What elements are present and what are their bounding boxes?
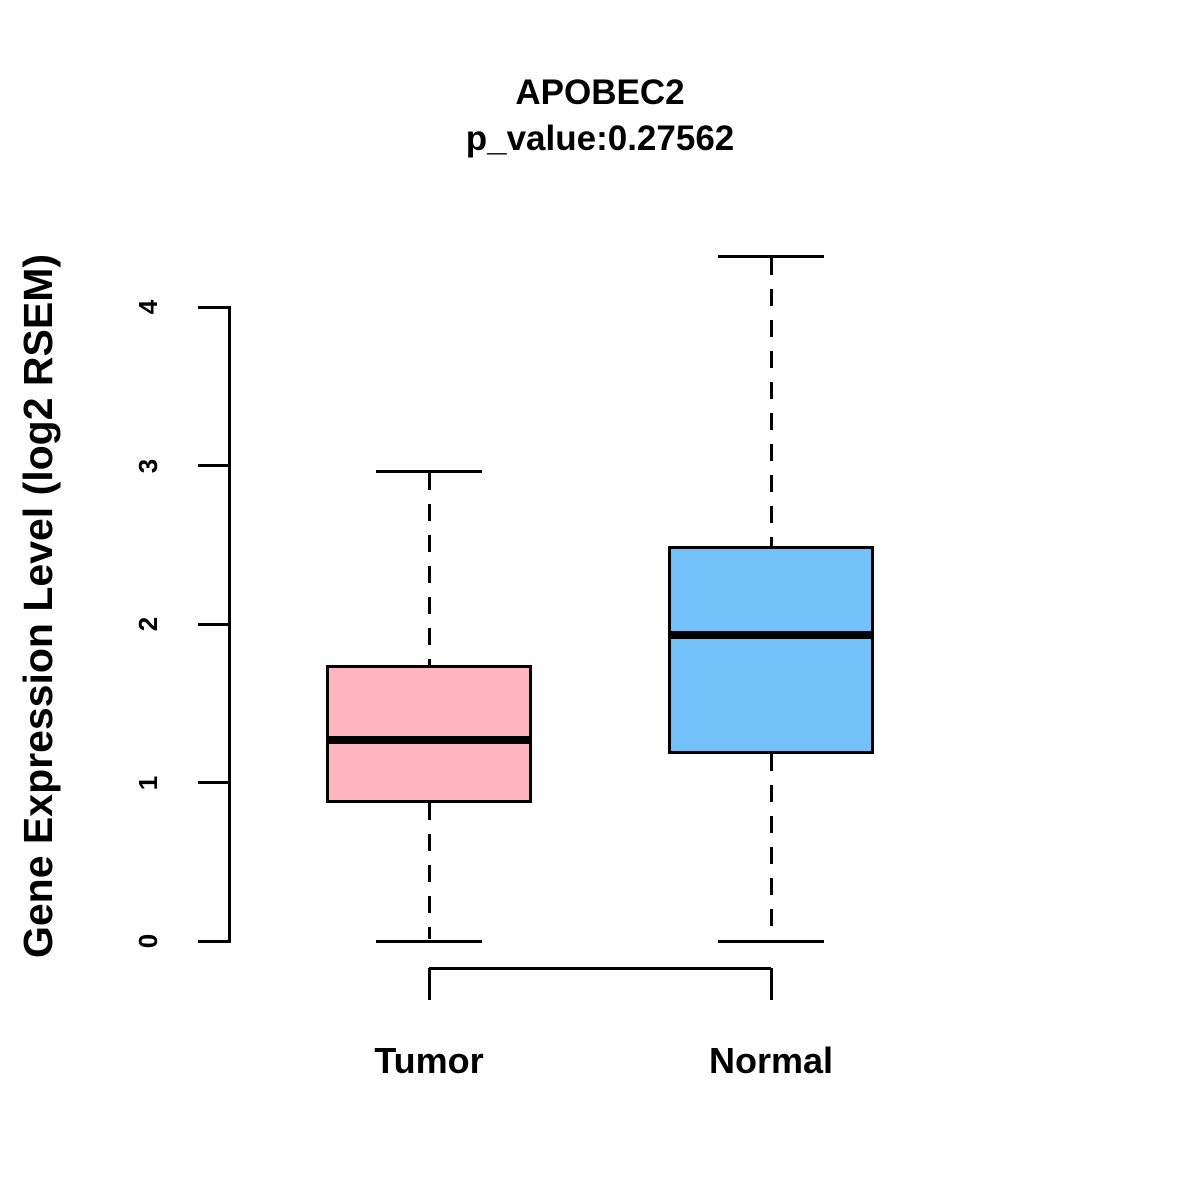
y-tick-label: 2 [133,616,163,632]
y-tick [198,305,230,309]
whisker-upper-line [769,257,773,547]
chart-title-block: APOBEC2 p_value:0.27562 [0,70,1200,162]
y-tick [198,622,230,626]
y-tick [198,781,230,784]
box-normal [668,546,874,754]
y-tick [198,464,230,467]
box-tumor [326,665,532,803]
y-tick-label: 3 [133,458,163,473]
x-bracket-line [429,966,771,970]
x-bracket-tick [769,968,773,1000]
median-line [329,735,529,744]
whisker-lower-line [769,753,773,940]
chart-subtitle: p_value:0.27562 [465,119,735,158]
y-tick-label: 4 [133,299,163,315]
y-tick-label: 1 [133,775,163,790]
category-label-normal: Normal [708,1040,834,1081]
whisker-upper-cap [376,470,482,474]
whisker-lower-cap [718,939,824,943]
whisker-upper-cap [718,254,824,258]
category-label-tumor: Tumor [374,1040,484,1081]
whisker-lower-cap [376,939,482,943]
y-tick-label: 0 [133,933,163,949]
chart-title: APOBEC2 [515,73,685,112]
whisker-lower-line [427,803,431,940]
y-tick [198,939,230,943]
whisker-upper-line [427,473,431,666]
x-bracket-tick [427,968,431,1000]
y-axis-label: Gene Expression Level (log2 RSEM) [15,253,61,959]
median-line [671,631,871,640]
